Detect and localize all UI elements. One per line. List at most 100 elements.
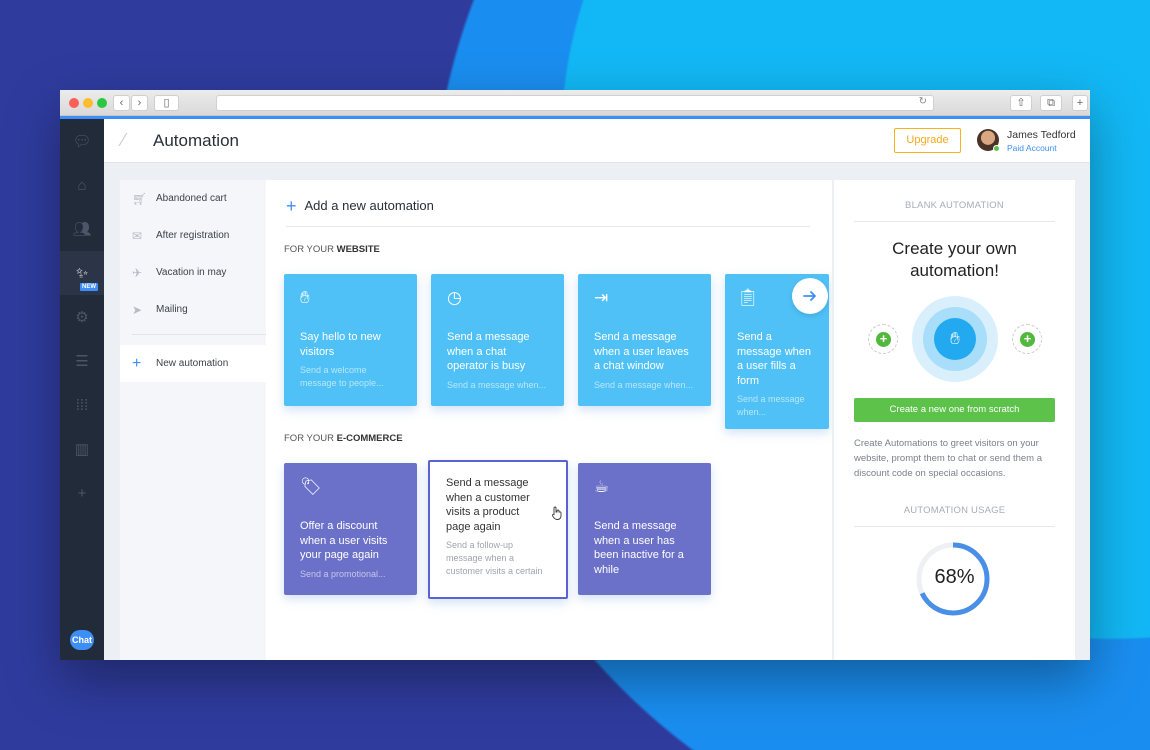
stats-nav-icon[interactable]: ▥: [74, 441, 90, 458]
blank-automation-panel: BLANK AUTOMATION Create your own automat…: [833, 180, 1075, 660]
list-item-mailing[interactable]: ➤ Mailing: [120, 291, 266, 328]
divider: [854, 526, 1055, 527]
plus-icon: +: [1020, 332, 1035, 347]
automation-illustration: + ✋︎ +: [834, 290, 1075, 390]
user-name[interactable]: James Tedford: [1007, 129, 1076, 141]
card-desc: Send a message when...: [447, 379, 547, 390]
blank-automation-description: Create Automations to greet visitors on …: [854, 438, 1042, 479]
create-from-scratch-button[interactable]: Create a new one from scratch: [854, 398, 1055, 422]
card-desc: Send a message when...: [594, 379, 694, 390]
list-item-abandoned-cart[interactable]: 🛒︎ Abandoned cart: [120, 180, 266, 217]
page-title: Automation: [153, 131, 239, 150]
add-step-button[interactable]: +: [868, 324, 898, 354]
blank-automation-heading: BLANK AUTOMATION: [905, 200, 1004, 211]
page-header: ⁄ Automation Upgrade James Tedford Paid …: [104, 119, 1090, 163]
upgrade-button[interactable]: Upgrade: [894, 128, 961, 153]
card-title: Say hello to new visitors: [300, 331, 381, 358]
mail-icon: ✉: [132, 228, 143, 243]
accent-line: [60, 116, 1090, 119]
browser-window: ‹ › ▯ ↻ ⇧ ⧉ + 💬︎ ⌂ 👥︎ ✨︎ NEW ⚙ ☰ ⁞⁞⁞ ▥ + …: [60, 90, 1090, 660]
forward-icon[interactable]: ›: [131, 95, 148, 111]
plus-icon: +: [132, 354, 142, 372]
list-item-vacation[interactable]: ✈ Vacation in may: [120, 254, 266, 291]
add-new-label: Add a new automation: [304, 198, 434, 213]
chat-logo[interactable]: Chat: [70, 630, 94, 650]
share-icon[interactable]: ⇧: [1010, 95, 1032, 111]
send-icon: ➤: [132, 302, 143, 317]
usage-gauge: 68%: [834, 541, 1075, 631]
card-title: Send a message when a user leaves a chat…: [594, 331, 689, 372]
section-heading-ecommerce: FOR YOUR E-COMMERCE: [284, 433, 403, 444]
home-nav-icon[interactable]: ⌂: [77, 176, 87, 194]
divider: [854, 221, 1055, 222]
template-card[interactable]: ⇥ Send a message when a user leaves a cha…: [578, 274, 711, 406]
main-panel: + Add a new automation FOR YOUR WEBSITE ✋…: [266, 180, 832, 660]
tabs-icon[interactable]: ⧉: [1040, 95, 1062, 111]
usage-percent: 68%: [934, 566, 975, 588]
list-item-label: After registration: [156, 230, 230, 241]
apps-grid-nav-icon[interactable]: ⁞⁞⁞: [75, 396, 89, 414]
template-card[interactable]: ◷ Send a message when a chat operator is …: [431, 274, 564, 406]
automation-usage-heading: AUTOMATION USAGE: [903, 505, 1006, 516]
card-title: Send a message when a chat operator is b…: [447, 331, 530, 372]
clock-icon: ◷: [447, 288, 462, 307]
heading-prefix: FOR YOUR: [284, 244, 337, 255]
hand-cursor-icon: [552, 506, 562, 520]
users-nav-icon[interactable]: 👥︎: [72, 221, 92, 238]
sliders-nav-icon[interactable]: ☰: [75, 353, 89, 370]
minimize-window-button[interactable]: [83, 98, 93, 108]
card-desc: Send a welcome message to people...: [300, 365, 384, 388]
template-card-selected[interactable]: Send a message when a customer visits a …: [428, 460, 568, 599]
reload-icon[interactable]: ↻: [918, 96, 927, 107]
tag-icon: 🏷︎: [300, 477, 322, 496]
magic-wand-icon: ⁄: [122, 130, 126, 150]
settings-nav-icon[interactable]: ⚙: [75, 309, 89, 326]
back-icon[interactable]: ‹: [113, 95, 130, 111]
cart-icon: 🛒︎: [132, 191, 148, 206]
section-heading-website: FOR YOUR WEBSITE: [284, 244, 380, 255]
next-arrow-button[interactable]: [792, 278, 828, 314]
browser-titlebar: ‹ › ▯ ↻ ⇧ ⧉ +: [60, 90, 1090, 116]
card-title: Send a message when a user fills a form: [737, 331, 811, 387]
add-step-button[interactable]: +: [1012, 324, 1042, 354]
card-desc: Send a follow-up message when a customer…: [446, 540, 543, 576]
automation-nav-icon[interactable]: ✨︎ NEW: [60, 251, 104, 295]
list-item-after-registration[interactable]: ✉ After registration: [120, 217, 266, 254]
sidebar-toggle-icon[interactable]: ▯: [154, 95, 179, 111]
card-title: Send a message when a customer visits a …: [446, 477, 530, 533]
new-tab-icon[interactable]: +: [1072, 95, 1088, 111]
close-window-button[interactable]: [69, 98, 79, 108]
plus-icon: +: [286, 196, 297, 216]
account-type: Paid Account: [1007, 143, 1057, 153]
heading-bold: E-COMMERCE: [336, 433, 403, 444]
plane-icon: ✈: [132, 265, 143, 280]
hand-icon: ✋︎: [300, 288, 310, 307]
new-automation-button[interactable]: + New automation: [120, 345, 266, 382]
card-title: Send a message when a user has been inac…: [594, 520, 684, 576]
heading-prefix: FOR YOUR: [284, 433, 337, 444]
create-own-title: Create your own automation!: [892, 239, 1017, 280]
new-automation-label: New automation: [156, 358, 229, 369]
list-item-label: Abandoned cart: [156, 193, 227, 204]
maximize-window-button[interactable]: [97, 98, 107, 108]
exit-icon: ⇥: [594, 288, 609, 307]
gauge-fill: [916, 542, 990, 616]
template-card[interactable]: ☕︎ Send a message when a user has been in…: [578, 463, 711, 595]
url-bar[interactable]: ↻: [216, 95, 934, 111]
divider: [286, 226, 810, 227]
card-title: Offer a discount when a user visits your…: [300, 520, 388, 561]
template-card[interactable]: ✋︎ Say hello to new visitors Send a welcom…: [284, 274, 417, 406]
clipboard-icon: 📋︎: [737, 288, 759, 307]
add-new-automation-button[interactable]: + Add a new automation: [286, 196, 434, 217]
arrow-right-icon: [803, 291, 816, 301]
hand-icon: ✋︎: [934, 318, 976, 360]
heading-bold: WEBSITE: [336, 244, 380, 255]
card-desc: Send a message when...: [737, 394, 805, 417]
automation-list: 🛒︎ Abandoned cart ✉ After registration ✈ Va…: [120, 180, 266, 660]
list-item-label: Vacation in may: [156, 267, 227, 278]
coffee-icon: ☕︎: [594, 477, 610, 496]
online-status-icon: [993, 145, 1000, 152]
add-nav-icon[interactable]: +: [77, 484, 87, 502]
template-card[interactable]: 🏷︎ Offer a discount when a user visits yo…: [284, 463, 417, 595]
chat-nav-icon[interactable]: 💬︎: [72, 133, 92, 150]
